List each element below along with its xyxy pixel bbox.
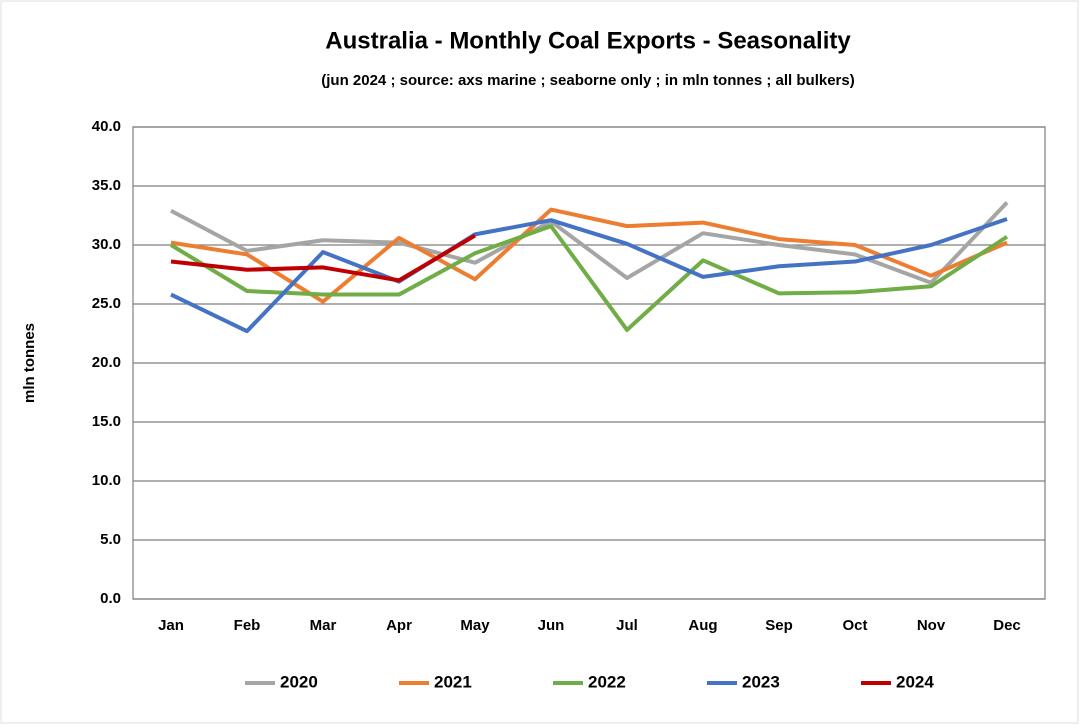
y-tick-label: 15.0 <box>92 413 121 430</box>
legend-label: 2024 <box>896 672 934 691</box>
x-tick-label: Nov <box>917 617 946 634</box>
y-tick-label: 35.0 <box>92 177 121 194</box>
x-tick-label: Mar <box>310 617 337 634</box>
x-tick-label: Jan <box>158 617 184 634</box>
x-tick-label: Jul <box>616 617 638 634</box>
y-axis-label: mln tonnes <box>21 323 38 403</box>
y-tick-label: 25.0 <box>92 295 121 312</box>
x-tick-label: Jun <box>538 617 565 634</box>
y-tick-label: 5.0 <box>100 531 121 548</box>
y-tick-label: 10.0 <box>92 472 121 489</box>
x-tick-label: Aug <box>688 617 717 634</box>
series-line <box>169 224 1009 332</box>
y-tick-label: 0.0 <box>100 590 121 607</box>
x-tick-label: May <box>460 617 490 634</box>
y-tick-label: 30.0 <box>92 236 121 253</box>
series-line <box>170 217 1008 334</box>
y-tick-label: 40.0 <box>92 118 121 135</box>
legend-label: 2023 <box>742 672 780 691</box>
x-tick-label: Dec <box>993 617 1021 634</box>
legend-label: 2022 <box>588 672 626 691</box>
series-line <box>170 233 477 283</box>
x-tick-label: Feb <box>234 617 261 634</box>
chart-title: Australia - Monthly Coal Exports - Seaso… <box>325 27 851 54</box>
chart-subtitle: (jun 2024 ; source: axs marine ; seaborn… <box>321 72 854 89</box>
x-tick-label: Sep <box>765 617 793 634</box>
x-tick-label: Apr <box>386 617 412 634</box>
legend-label: 2021 <box>434 672 472 691</box>
plot-border <box>132 126 1046 600</box>
legend-label: 2020 <box>280 672 318 691</box>
y-tick-label: 20.0 <box>92 354 121 371</box>
x-tick-label: Oct <box>842 617 867 634</box>
